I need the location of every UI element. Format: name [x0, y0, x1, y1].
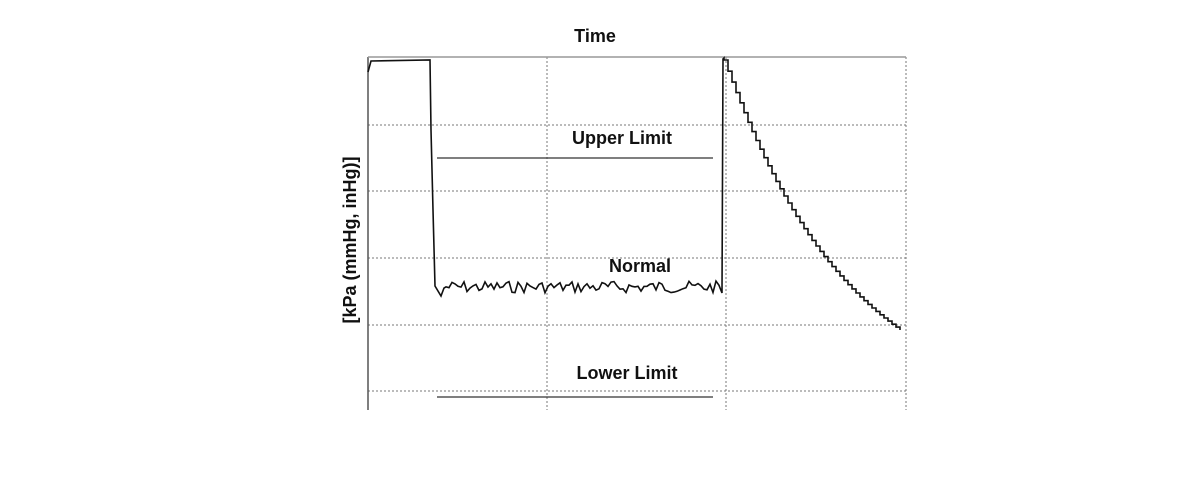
normal-label: Normal	[609, 256, 671, 276]
lower-limit-label: Lower Limit	[576, 363, 677, 383]
y-axis-label: [kPa (mmHg, inHg)]	[340, 156, 360, 323]
grid	[368, 57, 907, 410]
upper-limit-label: Upper Limit	[572, 128, 672, 148]
pressure-curve	[367, 56, 901, 330]
title: Time	[574, 26, 616, 46]
